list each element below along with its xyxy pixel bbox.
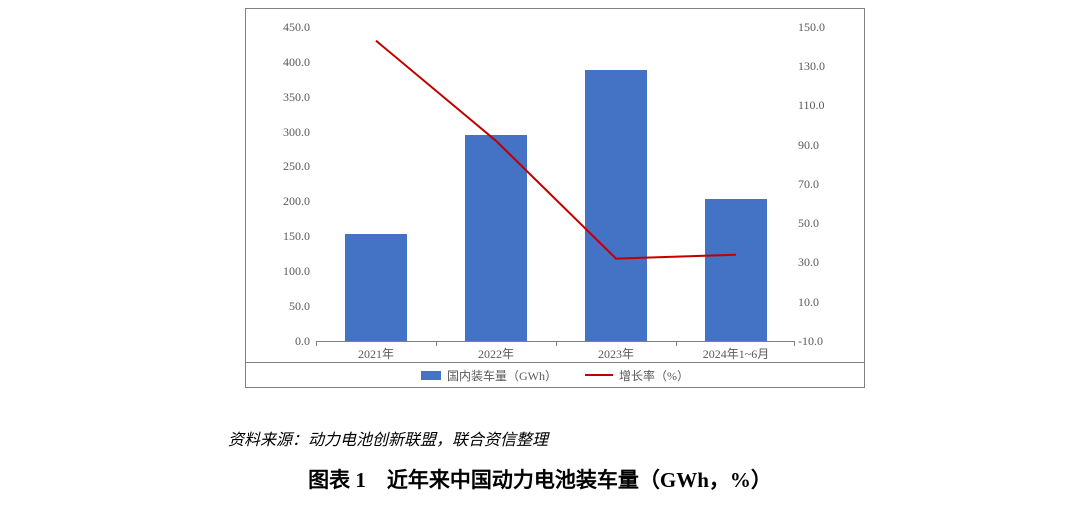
y-right-tick: 90.0: [798, 138, 848, 153]
legend-item-bar: 国内装车量（GWh）: [421, 367, 557, 384]
y-right-tick: 70.0: [798, 177, 848, 192]
y-right-tick: 130.0: [798, 59, 848, 74]
x-category: 2023年: [556, 345, 676, 362]
legend-bar-swatch: [421, 371, 441, 380]
chart-container: 0.0 50.0 100.0 150.0 200.0 250.0 300.0 3…: [245, 8, 865, 388]
legend-item-line: 增长率（%）: [585, 367, 689, 384]
y-left-tick: 100.0: [260, 264, 310, 279]
legend-bar-label: 国内装车量（GWh）: [447, 367, 557, 384]
y-right-tick: 150.0: [798, 20, 848, 35]
y-right-tick: 10.0: [798, 295, 848, 310]
y-left-tick: 200.0: [260, 194, 310, 209]
source-attribution: 资料来源：动力电池创新联盟，联合资信整理: [228, 426, 548, 450]
x-category: 2021年: [316, 345, 436, 362]
growth-line: [316, 27, 794, 341]
x-category: 2024年1~6月: [676, 345, 796, 362]
plot-area: [316, 27, 794, 342]
y-left-tick: 350.0: [260, 90, 310, 105]
y-right-tick: 110.0: [798, 98, 848, 113]
y-left-tick: 300.0: [260, 125, 310, 140]
legend-line-label: 增长率（%）: [619, 367, 689, 384]
y-right-tick: -10.0: [798, 334, 848, 349]
figure-caption: 图表 1 近年来中国动力电池装车量（GWh，%）: [0, 464, 1080, 494]
y-left-tick: 50.0: [260, 299, 310, 314]
y-left-tick: 450.0: [260, 20, 310, 35]
y-right-tick: 50.0: [798, 216, 848, 231]
legend-line-swatch: [585, 374, 613, 376]
y-left-tick: 0.0: [260, 334, 310, 349]
x-category: 2022年: [436, 345, 556, 362]
y-right-tick: 30.0: [798, 255, 848, 270]
y-left-tick: 150.0: [260, 229, 310, 244]
y-left-tick: 250.0: [260, 159, 310, 174]
y-left-tick: 400.0: [260, 55, 310, 70]
legend: 国内装车量（GWh） 增长率（%）: [246, 362, 864, 387]
x-tick: [794, 341, 795, 346]
